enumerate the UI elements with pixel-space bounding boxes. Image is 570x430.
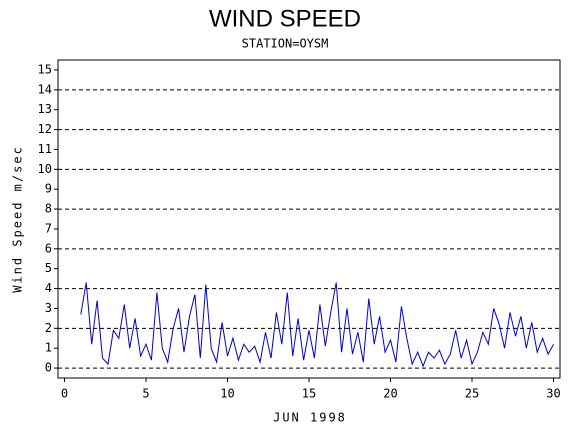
x-tick-label: 5: [142, 387, 149, 401]
y-tick-label: 0: [45, 361, 52, 375]
y-tick-label: 10: [38, 162, 52, 176]
y-tick-label: 12: [38, 122, 52, 136]
chart-title: WIND SPEED: [209, 5, 361, 32]
series-line: [80, 282, 554, 368]
y-tick-label: 11: [38, 142, 52, 156]
y-tick-label: 5: [45, 261, 52, 275]
y-tick-label: 9: [45, 182, 52, 196]
y-tick-label: 15: [38, 62, 52, 76]
chart-subtitle: STATION=OYSM: [242, 37, 329, 51]
x-tick-label: 15: [302, 387, 316, 401]
y-axis-label: Wind Speed m/sec: [11, 145, 25, 293]
y-tick-label: 3: [45, 301, 52, 315]
x-tick-label: 0: [61, 387, 68, 401]
y-tick-label: 13: [38, 102, 52, 116]
x-tick-label: 20: [383, 387, 397, 401]
x-tick-label: 10: [220, 387, 234, 401]
y-tick-label: 14: [38, 82, 52, 96]
y-tick-label: 6: [45, 241, 52, 255]
x-axis-label: JUN 1998: [273, 411, 347, 425]
y-tick-label: 2: [45, 321, 52, 335]
y-tick-label: 8: [45, 202, 52, 216]
x-tick-label: 30: [546, 387, 560, 401]
x-tick-label: 25: [465, 387, 479, 401]
y-tick-label: 4: [45, 281, 52, 295]
y-tick-label: 1: [45, 341, 52, 355]
y-tick-label: 7: [45, 221, 52, 235]
